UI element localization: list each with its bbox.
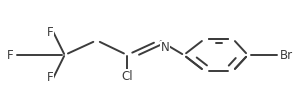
Text: Br: Br <box>280 49 293 61</box>
Text: Cl: Cl <box>121 70 133 83</box>
Text: F: F <box>7 49 14 61</box>
Text: F: F <box>47 26 53 39</box>
Text: F: F <box>47 71 53 84</box>
Text: N: N <box>160 41 169 54</box>
